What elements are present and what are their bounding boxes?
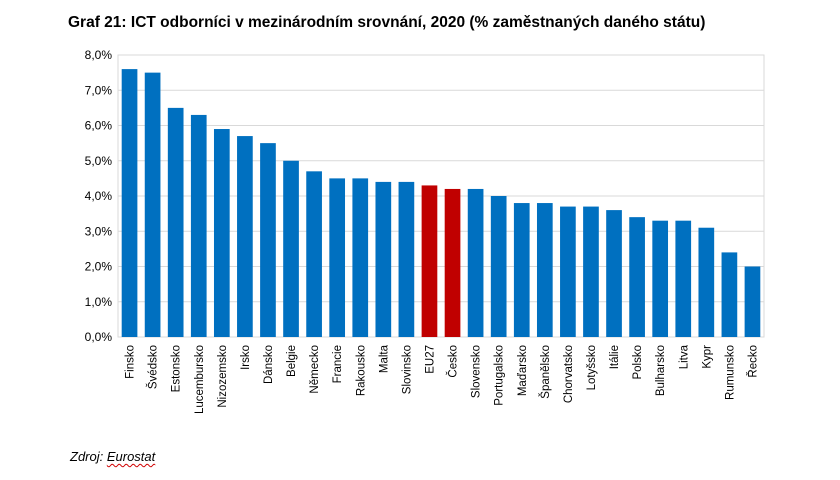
y-tick-label: 6,0%	[85, 119, 113, 133]
y-tick-label: 8,0%	[85, 48, 113, 62]
x-tick-label: Bulharsko	[655, 345, 667, 396]
x-tick-label: Slovensko	[471, 345, 483, 398]
bar	[283, 160, 299, 337]
bar	[467, 188, 484, 337]
x-tick-label: Portugalsko	[494, 345, 506, 406]
bar	[560, 206, 576, 337]
x-tick-label: Slovinsko	[401, 345, 413, 394]
bar	[421, 185, 438, 337]
source-note: Zdroj: Eurostat	[70, 449, 155, 464]
x-tick-label: Česko	[447, 345, 460, 378]
x-tick-label: Německo	[309, 345, 321, 394]
y-axis-ticks: 0,0% 1,0% 2,0% 3,0% 4,0% 5,0% 6,0% 7,0% 8,0%	[85, 48, 113, 344]
x-tick-label: Řecko	[746, 345, 759, 378]
x-tick-label: Finsko	[125, 345, 137, 379]
bar	[629, 217, 645, 337]
y-tick-label: 3,0%	[85, 224, 113, 238]
x-tick-label: Švédsko	[147, 345, 160, 389]
bars	[121, 69, 761, 338]
bar	[375, 181, 392, 337]
bar	[744, 266, 761, 337]
x-tick-label: Lotyšsko	[586, 345, 598, 390]
source-prefix: Zdroj:	[70, 449, 107, 464]
x-tick-label: Kypr	[701, 345, 713, 369]
x-tick-label: Malta	[378, 344, 390, 373]
bar	[583, 206, 599, 337]
x-axis-ticks: Finsko Švédsko Estonsko Lucembursko Nizozems…	[125, 344, 760, 414]
bar	[352, 178, 369, 338]
x-tick-label: Nizozemsko	[217, 345, 229, 408]
source-name: Eurostat	[106, 449, 156, 464]
bar	[490, 196, 507, 337]
bar	[398, 181, 415, 337]
y-tick-label: 4,0%	[85, 189, 113, 203]
y-tick-label: 5,0%	[85, 154, 113, 168]
y-tick-label: 0,0%	[85, 330, 113, 344]
bar	[513, 203, 530, 337]
bar	[444, 188, 461, 337]
bar	[536, 203, 553, 337]
y-tick-label: 1,0%	[85, 295, 113, 309]
x-tick-label: Maďarsko	[517, 345, 529, 396]
bar	[167, 107, 184, 338]
bar	[675, 220, 692, 337]
x-tick-label: Španělsko	[539, 345, 552, 399]
bar	[260, 143, 276, 338]
x-tick-label: Belgie	[286, 345, 298, 377]
x-tick-label: Polsko	[632, 345, 644, 380]
bar	[721, 252, 738, 337]
bar	[144, 72, 161, 338]
x-tick-label: Dánsko	[263, 345, 275, 384]
x-tick-label: Lucembursko	[194, 345, 206, 414]
x-tick-label: Irsko	[240, 345, 252, 370]
y-tick-label: 7,0%	[85, 83, 113, 97]
bar	[237, 136, 253, 337]
bar	[213, 129, 230, 337]
bar	[606, 210, 622, 337]
x-tick-label: Estonsko	[171, 345, 183, 392]
bar	[190, 114, 207, 338]
bar	[329, 178, 346, 338]
chart-title: Graf 21: ICT odborníci v mezinárodním sr…	[68, 14, 706, 31]
bar	[306, 171, 322, 337]
x-tick-label: Rumunsko	[724, 345, 736, 400]
x-tick-label: Francie	[332, 345, 344, 383]
x-tick-label: Chorvatsko	[563, 345, 575, 403]
bar-chart: 0,0% 1,0% 2,0% 3,0% 4,0% 5,0% 6,0% 7,0% 8,0% Fin…	[85, 48, 765, 414]
y-tick-label: 2,0%	[85, 260, 113, 274]
x-tick-label: Litva	[678, 344, 690, 369]
x-tick-label: Itálie	[609, 345, 621, 369]
bar	[698, 227, 715, 337]
bar	[121, 69, 138, 337]
x-tick-label: EU27	[424, 345, 436, 374]
x-tick-label: Rakousko	[355, 345, 367, 396]
bar	[652, 220, 669, 337]
